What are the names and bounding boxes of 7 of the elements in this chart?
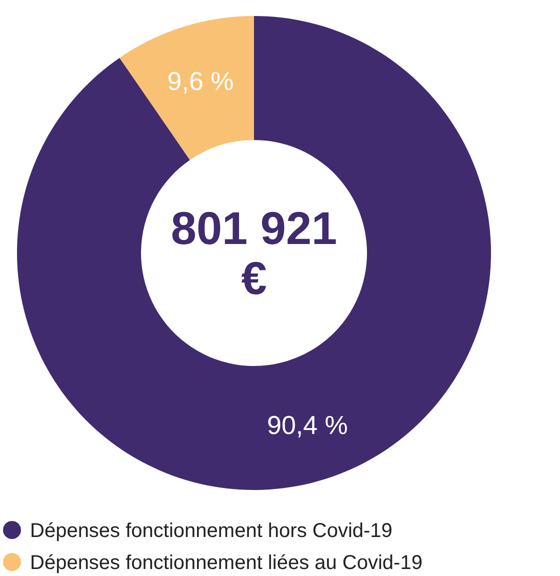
data-label: 90,4 % (266, 410, 348, 440)
text: 801 921 € (170, 202, 338, 304)
legend-label: Dépenses fonctionnement hors Covid-19 (30, 520, 392, 542)
data-label: 9,6 % (167, 66, 234, 96)
donut-slice (120, 16, 254, 160)
legend-label: Dépenses fonctionnement liées au Covid-19 (30, 552, 422, 574)
donut-slice (17, 16, 491, 490)
